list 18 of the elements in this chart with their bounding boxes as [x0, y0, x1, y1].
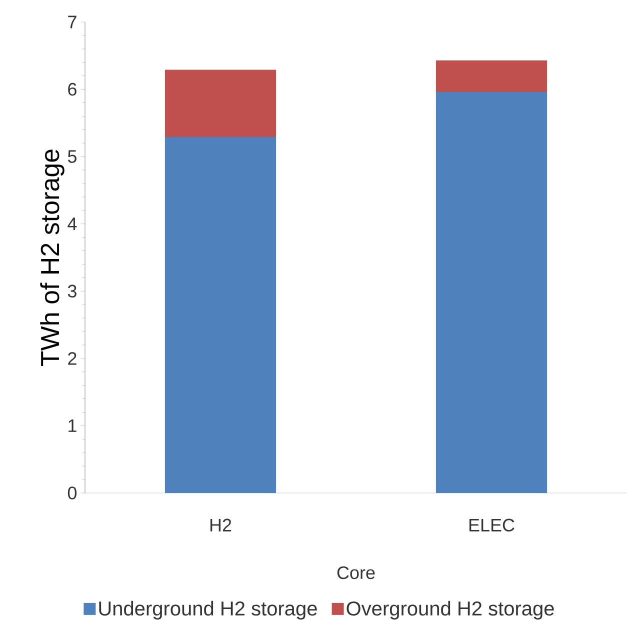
bar	[164, 137, 276, 493]
legend-label: Underground H2 storage	[99, 600, 317, 620]
y-tick-label: 7	[68, 16, 76, 28]
bar	[164, 70, 276, 138]
x-axis-title: Core	[337, 566, 375, 580]
y-tick-label: 6	[68, 82, 76, 96]
legend-label: Overground H2 storage	[346, 600, 554, 620]
y-tick-label: 5	[68, 150, 76, 163]
bar	[436, 92, 548, 493]
y-tick-label: 1	[68, 420, 76, 432]
x-tick-label: ELEC	[469, 518, 514, 532]
y-tick-label: 3	[68, 284, 76, 298]
y-axis-title: TWh of H2 storage	[40, 150, 64, 366]
y-tick-label: 2	[68, 352, 76, 365]
y-tick-label: 0	[68, 486, 77, 500]
y-tick-label: 4	[68, 218, 77, 230]
bar	[436, 60, 548, 92]
x-tick-label: H2	[210, 518, 232, 532]
